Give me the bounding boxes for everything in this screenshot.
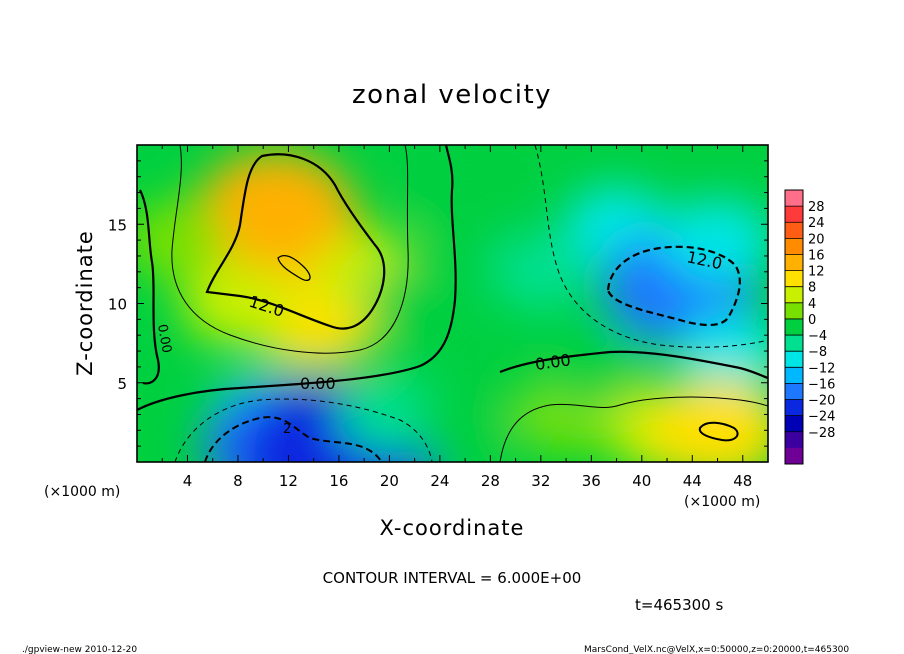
x-tick-label: 8 <box>233 472 243 490</box>
contour-label: 0.00 <box>534 350 572 374</box>
contour-neg12-bottom <box>204 416 383 462</box>
colorbar-label: 4 <box>808 297 816 312</box>
colorbar-label: −20 <box>808 394 835 409</box>
contour-label: 0.00 <box>154 323 174 354</box>
x-tick-label: 24 <box>430 472 449 490</box>
colorbar-swatch <box>785 367 803 384</box>
contour-pos12-bottom <box>698 421 739 442</box>
colorbar-swatch <box>785 302 803 320</box>
contour-pos12 <box>205 153 386 330</box>
x-tick-label: 32 <box>531 472 550 490</box>
y-tick-label: 15 <box>108 216 127 234</box>
colorbar-swatch <box>785 431 803 449</box>
plot-area <box>136 144 769 463</box>
field-blob <box>413 392 517 462</box>
colorbar-label: 16 <box>808 248 825 263</box>
time-text: t=465300 s <box>635 596 723 614</box>
colorbar-swatch <box>785 318 803 336</box>
chart-title: zonal velocity <box>352 80 552 110</box>
colorbar-frame <box>784 189 804 465</box>
x-unit-label-left: (×1000 m) <box>44 484 120 500</box>
contour-neg12 <box>606 245 741 327</box>
y-axis: 5 10 15 <box>108 160 768 447</box>
colorbar-swatch <box>785 351 803 368</box>
colorbar-label: 20 <box>808 232 825 247</box>
colorbar-swatch <box>785 270 803 288</box>
colorbar-label: −16 <box>808 377 835 392</box>
contour-pos6-bottom <box>499 396 768 462</box>
colorbar-label: −24 <box>808 410 835 425</box>
contour-pos6 <box>171 145 409 354</box>
contour-label: 0.00 <box>300 374 336 393</box>
field-blob <box>137 201 227 279</box>
colorbar-swatch <box>785 335 803 352</box>
x-tick-label: 12 <box>279 472 298 490</box>
x-tick-label: 28 <box>481 472 500 490</box>
field-blob <box>362 265 467 342</box>
y-axis-label: Z-coordinate <box>73 230 97 376</box>
contour-zero-west <box>139 189 160 385</box>
x-tick-label: 4 <box>183 472 193 490</box>
colorbar-label: 24 <box>808 216 825 231</box>
colorbar-label: −8 <box>808 345 827 360</box>
colorbar-swatch <box>785 415 803 433</box>
field-blob <box>661 198 768 282</box>
field-blob <box>646 377 768 462</box>
colorbar-swatch <box>785 222 803 239</box>
footer-left: ./gpview-new 2010-12-20 <box>22 645 137 654</box>
contour-pos18 <box>277 254 311 282</box>
colorbar-label: −28 <box>808 426 835 441</box>
x-tick-label: 16 <box>329 472 348 490</box>
field-blob <box>413 170 517 247</box>
field-blob <box>489 233 593 311</box>
colorbar-label: 0 <box>808 313 816 328</box>
colorbar-swatch <box>785 254 803 272</box>
colorbar-swatch <box>785 383 803 401</box>
contour-neg6-bottom <box>174 398 433 462</box>
colorbar-swatch <box>785 190 803 207</box>
contour-label: 2 <box>283 422 291 437</box>
colorbar-swatch <box>785 399 803 417</box>
colorbar-swatch <box>785 238 803 255</box>
colorbar-label: −12 <box>808 361 835 376</box>
colorbar-swatch <box>785 206 803 223</box>
field-blob <box>539 328 644 406</box>
contour-zero-east <box>499 350 768 380</box>
colorbar-label: 28 <box>808 200 825 215</box>
colorbar-swatch <box>785 286 803 304</box>
x-axis: 4 8 12 16 20 24 28 32 36 40 44 48 <box>161 145 769 490</box>
x-unit-label-right: (×1000 m) <box>684 494 760 510</box>
y-tick-label: 10 <box>108 296 127 314</box>
x-tick-label: 44 <box>683 472 702 490</box>
colorbar-swatch <box>785 447 803 465</box>
x-tick-label: 48 <box>733 472 752 490</box>
contour-lines <box>137 145 768 462</box>
x-tick-label: 40 <box>632 472 651 490</box>
x-tick-label: 36 <box>582 472 601 490</box>
colorbar-label: −4 <box>808 329 827 344</box>
x-tick-label: 20 <box>380 472 399 490</box>
contour-neg6 <box>534 145 768 348</box>
field-blob <box>181 262 295 345</box>
x-axis-label: X-coordinate <box>380 516 525 540</box>
contour-interval-text: CONTOUR INTERVAL = 6.000E+00 <box>323 569 582 587</box>
y-tick-label: 5 <box>117 375 127 393</box>
footer-right: MarsCond_VelX.nc@VelX,x=0:50000,z=0:2000… <box>584 645 849 654</box>
colorbar-label: 12 <box>808 265 825 280</box>
colorbar-label: 8 <box>808 281 816 296</box>
contour-zero-main <box>137 145 457 411</box>
